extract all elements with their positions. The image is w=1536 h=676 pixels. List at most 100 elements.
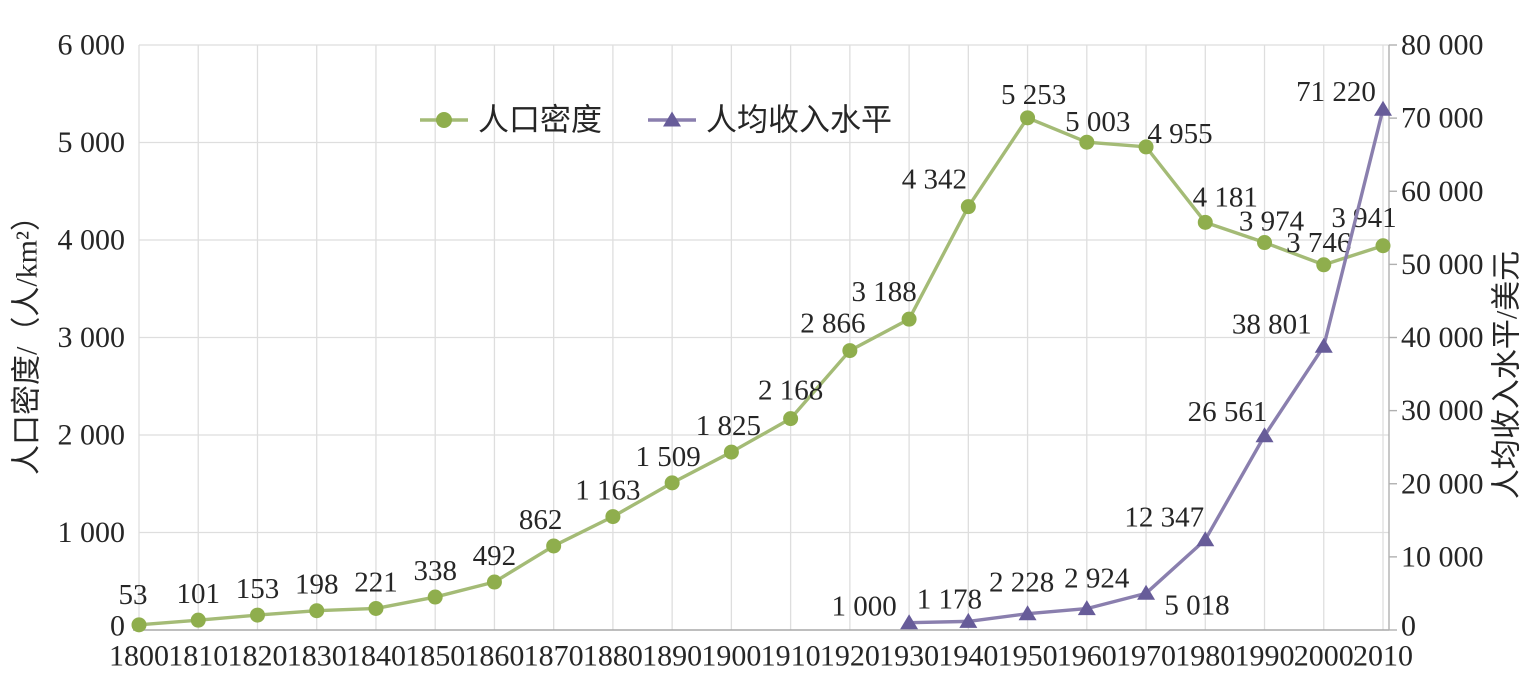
y-right-tick-label: 30 000 bbox=[1401, 394, 1484, 427]
data-point-marker bbox=[1079, 134, 1095, 150]
data-point-marker bbox=[249, 607, 265, 623]
x-tick-label: 2000 bbox=[1294, 640, 1354, 673]
data-point-marker bbox=[900, 614, 919, 630]
data-point-label: 2 228 bbox=[989, 567, 1054, 599]
y-right-tick-label: 10 000 bbox=[1401, 540, 1484, 573]
x-tick-label: 2010 bbox=[1353, 640, 1413, 673]
y-right-tick-label: 60 000 bbox=[1401, 175, 1484, 208]
y-left-tick-label: 4 000 bbox=[58, 224, 126, 257]
data-point-label: 1 163 bbox=[575, 475, 640, 507]
y-left-tick-label: 6 000 bbox=[58, 29, 126, 62]
data-point-marker bbox=[546, 538, 562, 554]
x-tick-label: 1870 bbox=[524, 640, 584, 673]
x-tick-label: 1880 bbox=[583, 640, 643, 673]
data-point-marker bbox=[1375, 238, 1391, 254]
y-right-tick-label: 50 000 bbox=[1401, 248, 1484, 281]
data-point-label: 53 bbox=[119, 579, 148, 611]
legend-label: 人口密度 bbox=[478, 103, 602, 138]
x-tick-label: 1900 bbox=[701, 640, 761, 673]
data-point-label: 492 bbox=[473, 540, 517, 572]
y-right-tick-label: 40 000 bbox=[1401, 321, 1484, 354]
data-point-marker bbox=[901, 311, 917, 327]
x-tick-label: 1980 bbox=[1175, 640, 1235, 673]
legend-marker-triangle-icon bbox=[663, 111, 681, 127]
data-point-label: 3 974 bbox=[1239, 206, 1305, 238]
data-point-marker bbox=[1257, 235, 1273, 251]
data-point-label: 1 178 bbox=[917, 583, 982, 615]
data-point-label: 26 561 bbox=[1188, 396, 1268, 428]
data-point-marker bbox=[1314, 337, 1333, 353]
x-tick-label: 1800 bbox=[109, 640, 169, 673]
data-point-label: 4 342 bbox=[902, 164, 967, 196]
data-point-marker bbox=[427, 589, 443, 605]
y-right-tick-label: 20 000 bbox=[1401, 467, 1484, 500]
y-right-tick-label: 0 bbox=[1401, 610, 1416, 643]
series-line-population-density bbox=[138, 116, 1384, 627]
data-point-marker bbox=[1196, 531, 1215, 547]
x-tick-label: 1810 bbox=[168, 640, 228, 673]
data-point-label: 221 bbox=[354, 566, 398, 598]
data-point-marker bbox=[368, 600, 384, 616]
legend-label: 人均收入水平 bbox=[706, 103, 892, 138]
data-point-marker bbox=[1137, 584, 1156, 600]
data-point-label: 862 bbox=[519, 504, 563, 536]
data-point-label: 2 866 bbox=[800, 308, 865, 340]
y-right-tick-label: 70 000 bbox=[1401, 102, 1484, 135]
x-tick-label: 1930 bbox=[879, 640, 939, 673]
data-point-label: 5 018 bbox=[1164, 589, 1229, 621]
x-tick-label: 1920 bbox=[820, 640, 880, 673]
data-point-marker bbox=[1138, 139, 1154, 155]
y-left-tick-label: 0 bbox=[110, 610, 125, 643]
data-point-marker bbox=[486, 574, 502, 590]
data-point-marker bbox=[1374, 100, 1392, 116]
data-point-label: 2 168 bbox=[758, 375, 823, 407]
data-point-label: 153 bbox=[236, 573, 280, 605]
data-point-marker bbox=[723, 444, 739, 460]
data-point-marker bbox=[1020, 110, 1036, 126]
data-point-marker bbox=[1077, 600, 1096, 616]
x-tick-label: 1970 bbox=[1116, 640, 1176, 673]
y-right-axis-title: 人均收入水平/美元 bbox=[1491, 251, 1524, 499]
y-left-tick-label: 3 000 bbox=[58, 321, 126, 354]
data-point-label: 4 181 bbox=[1193, 181, 1258, 213]
data-point-label: 2 924 bbox=[1064, 563, 1130, 595]
data-point-label: 338 bbox=[413, 555, 457, 587]
y-left-axis-title: 人口密度/（人/km²） bbox=[11, 201, 44, 475]
x-tick-label: 1910 bbox=[761, 640, 821, 673]
legend-item-income: 人均收入水平 bbox=[648, 103, 892, 138]
y-right-tick-label: 80 000 bbox=[1401, 29, 1484, 62]
data-point-marker bbox=[842, 343, 858, 359]
y-left-tick-label: 5 000 bbox=[58, 126, 126, 159]
data-point-label: 1 000 bbox=[831, 591, 896, 623]
x-tick-label: 1850 bbox=[405, 640, 465, 673]
data-point-marker bbox=[190, 612, 206, 628]
data-point-label: 1 509 bbox=[636, 441, 701, 473]
legend-marker-circle-icon bbox=[436, 112, 452, 128]
data-point-marker bbox=[1316, 257, 1332, 273]
data-point-label: 12 347 bbox=[1124, 502, 1204, 534]
y-left-tick-label: 1 000 bbox=[58, 516, 126, 549]
data-point-label: 3 941 bbox=[1331, 202, 1396, 234]
data-point-marker bbox=[131, 617, 147, 633]
data-point-label: 3 188 bbox=[851, 276, 916, 308]
data-point-label: 3 746 bbox=[1286, 227, 1351, 259]
x-tick-label: 1840 bbox=[346, 640, 406, 673]
data-point-label: 5 003 bbox=[1065, 106, 1130, 138]
data-point-marker bbox=[1255, 427, 1274, 443]
x-tick-label: 1940 bbox=[938, 640, 998, 673]
data-point-label: 5 253 bbox=[1001, 79, 1066, 111]
legend-item-population-density: 人口密度 bbox=[420, 103, 602, 138]
x-tick-label: 1860 bbox=[464, 640, 524, 673]
x-tick-label: 1830 bbox=[287, 640, 347, 673]
data-point-label: 1 825 bbox=[696, 410, 761, 442]
data-point-label: 71 220 bbox=[1296, 76, 1376, 108]
x-tick-label: 1890 bbox=[642, 640, 702, 673]
y-left-tick-label: 2 000 bbox=[58, 419, 126, 452]
data-point-label: 4 955 bbox=[1147, 118, 1212, 150]
data-point-marker bbox=[605, 509, 621, 525]
data-point-marker bbox=[959, 612, 978, 628]
data-point-marker bbox=[960, 199, 976, 215]
x-tick-label: 1990 bbox=[1235, 640, 1295, 673]
